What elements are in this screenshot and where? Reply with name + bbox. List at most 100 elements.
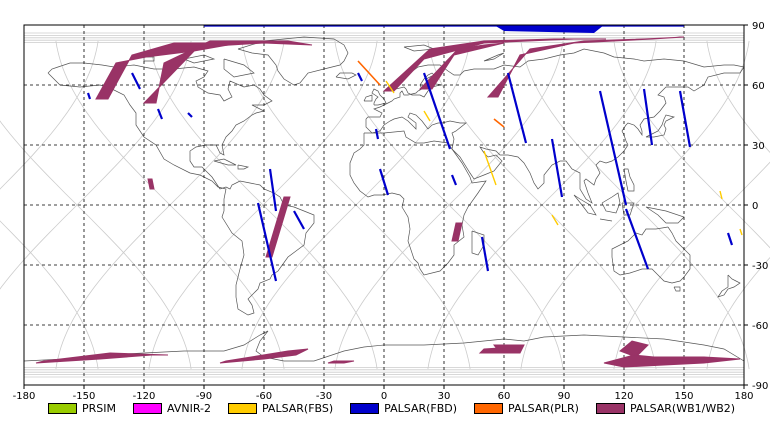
palsar-wb-swath: [219, 348, 309, 364]
y-tick-label: -60: [752, 321, 768, 332]
legend-swatch: [48, 403, 77, 414]
coastline: [335, 72, 357, 80]
palsar-wb-swath: [603, 354, 741, 368]
legend-item: AVNIR-2: [133, 402, 211, 415]
coastline: [645, 206, 685, 224]
palsar-fbd-strip: [131, 72, 141, 90]
x-tick-label: -150: [73, 391, 96, 402]
palsar-fbs-strip: [719, 190, 723, 200]
acquisition-strips: [35, 25, 743, 368]
y-tick-label: 0: [752, 201, 758, 212]
palsar-fbs-strip: [385, 80, 395, 94]
palsar-wb-swath: [451, 222, 463, 242]
orbit-track: [0, 40, 99, 190]
orbit-track: [0, 120, 192, 370]
x-tick-label: 30: [438, 391, 451, 402]
palsar-wb-swath: [142, 40, 313, 104]
orbit-track: [706, 256, 770, 370]
palsar-plr-strip: [357, 60, 381, 86]
palsar-fbs-strip: [423, 110, 431, 122]
palsar-fbd-strip: [86, 92, 92, 100]
legend-swatch: [595, 403, 625, 414]
palsar-fbd-strip: [678, 90, 692, 148]
palsar-wb-swath: [327, 360, 355, 364]
coastline: [213, 158, 237, 166]
coastline: [483, 52, 505, 62]
palsar-wb-swath: [35, 352, 169, 364]
palsar-fbd-strip: [506, 72, 528, 144]
axis-ticks: [23, 24, 748, 389]
orbit-track: [148, 40, 378, 370]
legend-label: PALSAR(FBD): [384, 402, 458, 415]
legend: PRSIM AVNIR-2 PALSAR(FBS) PALSAR(FBD) PALSAR…: [48, 402, 752, 415]
x-tick-label: 60: [498, 391, 511, 402]
legend-label: PALSAR(FBS): [261, 402, 334, 415]
y-tick-label: -30: [752, 261, 768, 272]
palsar-fbd-strip: [187, 112, 193, 118]
palsar-wb-swath: [382, 38, 606, 92]
coastline: [645, 114, 676, 138]
palsar-fbd-strip: [598, 90, 628, 206]
x-tick-label: -120: [133, 391, 156, 402]
coastline: [143, 56, 155, 62]
palsar-fbd-strip: [357, 72, 363, 82]
palsar-fbd-strip: [374, 128, 380, 140]
coastline: [471, 230, 485, 256]
legend-item: PRSIM: [48, 402, 116, 415]
palsar-fbd-strip: [156, 108, 164, 120]
palsar-fbd-strip: [293, 210, 305, 230]
coastline: [599, 218, 613, 222]
orbit-track: [0, 220, 99, 370]
legend-item: PALSAR(WB1/WB2): [595, 402, 736, 415]
palsar-fbs-strip: [739, 228, 743, 236]
axis-labels: -180 -150 -120 -90 -60 -30 0 30 60 90 120 150 180 90 6…: [13, 21, 769, 402]
legend-item: PALSAR(PLR): [474, 402, 579, 415]
x-tick-label: -90: [196, 391, 212, 402]
orbit-track: [334, 40, 564, 370]
palsar-fbs-strip: [483, 150, 497, 186]
coastline-antarctica: [23, 330, 745, 362]
x-tick-label: 0: [381, 391, 387, 402]
coastline: [623, 168, 635, 192]
palsar-plr-strip: [493, 118, 505, 128]
y-tick-label: -90: [752, 381, 768, 392]
x-tick-label: 150: [674, 391, 693, 402]
palsar-wb-swath: [619, 340, 649, 358]
y-tick-label: 60: [752, 81, 765, 92]
palsar-fbd-strip: [450, 174, 458, 186]
legend-swatch: [133, 403, 162, 414]
palsar-fbd-strip: [494, 25, 604, 33]
coastline: [371, 88, 387, 106]
coastline: [183, 54, 216, 64]
coastline: [237, 164, 250, 170]
x-tick-label: 120: [614, 391, 633, 402]
x-tick-label: 180: [734, 391, 753, 402]
legend-item: PALSAR(FBD): [350, 402, 457, 415]
coastline: [601, 192, 621, 214]
coastline: [621, 202, 635, 216]
palsar-fbd-strip: [642, 88, 654, 146]
palsar-fbs-strip: [551, 214, 559, 226]
y-tick-label: 30: [752, 141, 765, 152]
coastline: [237, 36, 349, 86]
legend-label: PALSAR(WB1/WB2): [629, 402, 736, 415]
x-tick-label: -30: [316, 391, 332, 402]
legend-label: AVNIR-2: [167, 402, 211, 415]
legend-swatch: [350, 403, 380, 414]
palsar-fbd-strip: [624, 208, 650, 270]
coastline: [363, 94, 373, 102]
x-tick-label: 90: [558, 391, 571, 402]
palsar-fbd-strip: [480, 236, 490, 272]
palsar-wb-swath: [493, 344, 525, 354]
orbit-track: [520, 40, 750, 370]
legend-swatch: [474, 403, 504, 414]
legend-label: PALSAR(PLR): [508, 402, 579, 415]
graticule: [24, 25, 744, 385]
legend-swatch: [227, 403, 257, 414]
legend-label: PRSIM: [82, 402, 116, 415]
coastline: [223, 58, 255, 78]
palsar-fbd-strip: [422, 72, 452, 150]
orbit-track: [706, 40, 770, 154]
coastline: [673, 286, 681, 292]
